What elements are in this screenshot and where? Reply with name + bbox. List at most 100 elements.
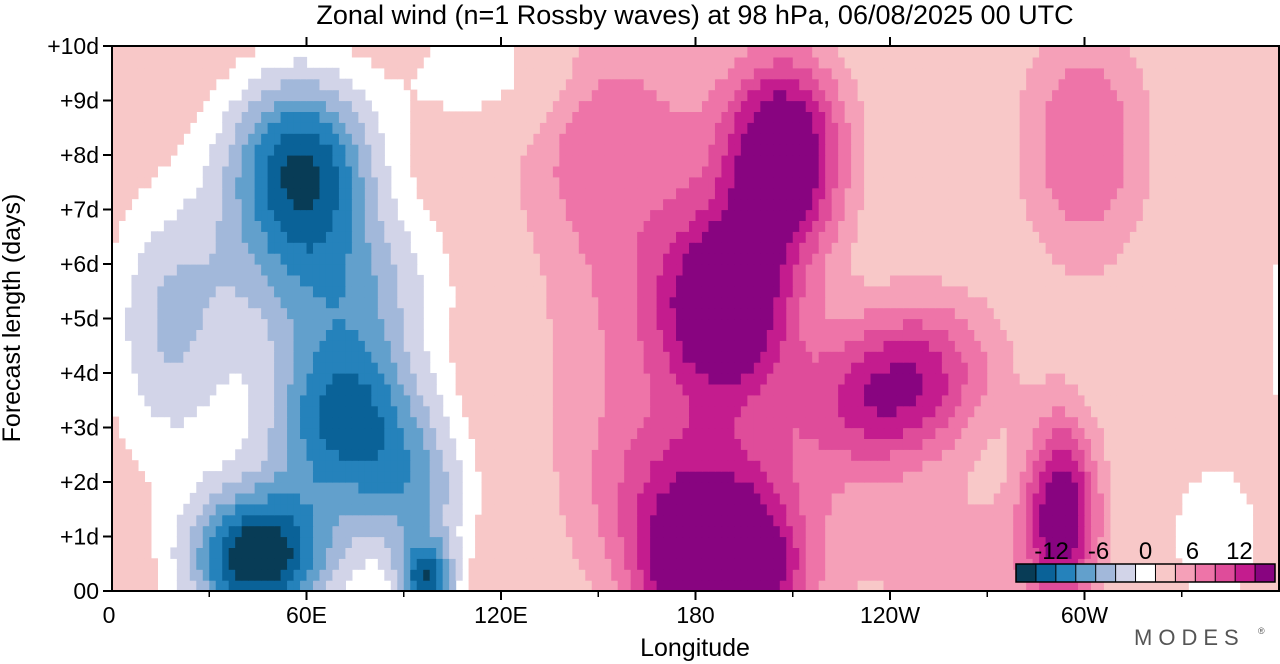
- contour-cell: [377, 383, 385, 396]
- contour-cell: [1071, 405, 1079, 418]
- contour-cell: [1149, 427, 1157, 439]
- contour-cell: [507, 307, 515, 320]
- contour-cell: [526, 471, 535, 483]
- contour-cell: [384, 416, 392, 429]
- contour-cell: [967, 514, 975, 527]
- contour-cell: [546, 274, 554, 287]
- contour-cell: [915, 471, 924, 483]
- contour-cell: [1019, 492, 1027, 505]
- contour-cell: [1006, 362, 1014, 374]
- contour-cell: [572, 329, 580, 341]
- contour-cell: [118, 580, 126, 592]
- contour-cell: [974, 340, 982, 352]
- contour-cell: [429, 547, 437, 559]
- contour-cell: [364, 307, 372, 320]
- contour-cell: [1116, 383, 1124, 396]
- contour-cell: [416, 449, 424, 461]
- contour-cell: [624, 264, 632, 276]
- contour-cell: [1246, 329, 1254, 341]
- contour-cell: [1039, 264, 1047, 276]
- contour-cell: [799, 296, 807, 309]
- contour-cell: [974, 514, 982, 527]
- contour-cell: [215, 274, 223, 287]
- contour-cell: [1000, 340, 1008, 352]
- contour-cell: [1097, 427, 1105, 439]
- contour-cell: [948, 438, 956, 450]
- contour-cell: [287, 285, 295, 298]
- contour-cell: [980, 438, 988, 450]
- contour-cell: [170, 362, 178, 374]
- contour-cell: [494, 307, 502, 320]
- contour-cell: [857, 318, 865, 330]
- contour-cell: [747, 525, 755, 538]
- contour-cell: [851, 340, 859, 352]
- contour-cell: [1045, 405, 1053, 418]
- contour-cell: [325, 253, 334, 265]
- contour-cell: [377, 471, 385, 483]
- contour-cell: [773, 351, 781, 363]
- contour-cell: [1026, 274, 1034, 287]
- contour-cell: [397, 351, 405, 363]
- contour-cell: [384, 264, 392, 276]
- contour-cell: [332, 558, 340, 570]
- contour-cell: [1253, 383, 1261, 396]
- contour-cell: [637, 525, 645, 538]
- contour-cell: [565, 296, 573, 309]
- contour-cell: [890, 514, 898, 527]
- contour-cell: [941, 482, 949, 494]
- contour-cell: [1266, 492, 1274, 505]
- contour-cell: [248, 394, 256, 407]
- contour-cell: [760, 318, 768, 330]
- contour-cell: [727, 362, 735, 374]
- contour-cell: [1039, 383, 1047, 396]
- contour-cell: [1045, 416, 1053, 429]
- contour-cell: [559, 373, 567, 385]
- contour-cell: [565, 460, 573, 472]
- contour-cell: [552, 307, 560, 320]
- contour-cell: [617, 482, 625, 494]
- contour-cell: [1201, 449, 1209, 461]
- contour-cell: [818, 438, 826, 450]
- contour-cell: [1000, 438, 1008, 450]
- contour-cell: [915, 416, 924, 429]
- contour-cell: [112, 514, 120, 527]
- contour-cell: [818, 383, 826, 396]
- contour-cell: [786, 482, 794, 494]
- contour-cell: [1207, 373, 1215, 385]
- contour-cell: [831, 525, 839, 538]
- contour-cell: [714, 340, 723, 352]
- contour-cell: [877, 547, 885, 559]
- contour-cell: [501, 285, 509, 298]
- contour-cell: [501, 329, 509, 341]
- contour-cell: [325, 580, 334, 592]
- contour-cell: [1272, 580, 1280, 592]
- contour-cell: [306, 580, 314, 592]
- contour-cell: [604, 525, 612, 538]
- contour-cell: [721, 394, 729, 407]
- contour-cell: [306, 416, 314, 429]
- contour-cell: [902, 547, 911, 559]
- contour-cell: [1253, 547, 1261, 559]
- contour-cell: [274, 405, 282, 418]
- contour-cell: [961, 514, 969, 527]
- contour-cell: [598, 580, 606, 592]
- contour-cell: [513, 449, 522, 461]
- contour-cell: [1032, 514, 1040, 527]
- contour-cell: [338, 449, 346, 461]
- contour-cell: [1168, 427, 1176, 439]
- contour-cell: [533, 580, 541, 592]
- contour-cell: [1207, 329, 1215, 341]
- contour-cell: [1058, 416, 1066, 429]
- contour-cell: [773, 569, 781, 581]
- contour-cell: [1006, 340, 1014, 352]
- contour-cell: [838, 525, 846, 538]
- contour-cell: [351, 296, 359, 309]
- contour-cell: [1123, 362, 1131, 374]
- contour-cell: [766, 264, 774, 276]
- contour-cell: [721, 569, 729, 581]
- contour-cell: [773, 340, 781, 352]
- contour-cell: [552, 569, 560, 581]
- contour-cell: [877, 285, 885, 298]
- contour-cell: [753, 449, 761, 461]
- contour-cell: [494, 482, 502, 494]
